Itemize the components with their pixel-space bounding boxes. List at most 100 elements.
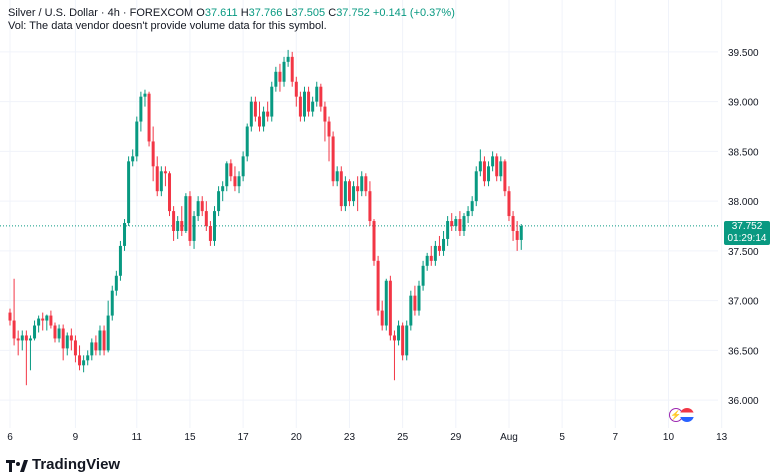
candle: [339, 166, 343, 212]
price-axis[interactable]: 39.500 39.000 38.500 38.000 37.500 37.000 36.5…: [728, 48, 759, 407]
candle: [384, 278, 388, 331]
candle: [86, 350, 90, 366]
candle-body: [249, 101, 253, 127]
candle: [45, 314, 49, 331]
open-value: 37.611: [204, 7, 238, 19]
candle: [466, 206, 470, 224]
low-label: L: [285, 7, 292, 19]
candle: [347, 179, 351, 207]
candle: [286, 49, 290, 67]
candle-body: [384, 280, 388, 326]
candle-body: [257, 116, 261, 127]
candle-body: [503, 161, 507, 192]
candle: [360, 171, 364, 197]
candle-body: [188, 196, 192, 241]
candle-body: [437, 245, 441, 251]
candle: [380, 300, 384, 331]
candle-body: [147, 93, 151, 142]
candle: [458, 211, 462, 236]
low-value: 37.505: [291, 7, 326, 19]
lightning-icon[interactable]: ⚡: [669, 408, 683, 422]
candle-body: [253, 101, 257, 117]
candle: [102, 325, 106, 356]
candle-body: [286, 56, 290, 62]
candle-body: [487, 166, 491, 182]
candle-body: [298, 96, 302, 117]
candle: [253, 96, 257, 122]
candle-body: [458, 219, 462, 231]
candle: [127, 156, 131, 227]
candle-body: [114, 275, 118, 291]
candle-body: [294, 81, 298, 97]
candle: [262, 106, 266, 132]
high-label: H: [240, 7, 249, 19]
candle: [8, 308, 12, 326]
candle: [233, 166, 237, 192]
candle-body: [33, 325, 37, 339]
candle-body: [213, 211, 216, 241]
brand-name: TradingView: [32, 456, 121, 473]
candle-body: [278, 71, 282, 82]
candle-body: [221, 186, 225, 192]
candle: [319, 83, 323, 112]
candle: [298, 91, 302, 122]
candle: [229, 159, 233, 182]
candle-body: [360, 176, 364, 192]
candle: [155, 156, 159, 197]
candle-body: [470, 201, 474, 212]
candle: [180, 206, 184, 236]
us-flag-icon[interactable]: [680, 408, 694, 422]
candle-body: [69, 335, 73, 341]
candle: [196, 196, 200, 222]
candle-body: [307, 91, 311, 112]
candle-body: [168, 173, 172, 212]
candle: [147, 91, 151, 147]
candle: [57, 324, 61, 343]
candle-body: [155, 166, 159, 192]
candle: [405, 320, 409, 361]
candle: [188, 191, 192, 246]
candle-body: [405, 325, 409, 356]
symbol-title[interactable]: Silver / U.S. Dollar · 4h · FOREXCOM: [8, 7, 194, 19]
candle: [388, 275, 392, 341]
candle: [433, 240, 437, 266]
candle: [368, 181, 372, 227]
candle: [270, 81, 274, 122]
candle-body: [78, 355, 82, 366]
candle-body: [192, 216, 196, 241]
high-value: 37.766: [248, 7, 283, 19]
candle: [37, 315, 41, 333]
candle-body: [176, 221, 180, 231]
candle-body: [270, 86, 274, 117]
candle-body: [65, 335, 69, 349]
candle-body: [282, 61, 286, 82]
candle-body: [8, 312, 12, 321]
brand-logo[interactable]: TradingView: [6, 456, 120, 473]
candle-body: [511, 216, 515, 231]
candle: [421, 260, 425, 291]
y-tick-label: 36.500: [728, 346, 759, 357]
candle: [397, 320, 401, 346]
close-value: 37.752: [336, 7, 370, 19]
event-badges[interactable]: ⚡: [669, 408, 694, 422]
candle-body: [262, 111, 266, 127]
candle-body: [49, 315, 53, 326]
candle: [184, 193, 188, 233]
volume-note: Vol: The data vendor doesn't provide vol…: [8, 20, 327, 32]
candle-body: [413, 295, 417, 311]
time-axis[interactable]: 6 9 11 15 17 20 23 25 29 Aug 5 7 10 13: [7, 432, 727, 443]
candle-body: [127, 161, 131, 224]
candle-body: [45, 315, 49, 321]
candle-body: [131, 156, 135, 162]
candle: [503, 159, 507, 197]
candle-body: [237, 176, 241, 187]
candle: [425, 252, 429, 271]
candle-body: [266, 111, 270, 117]
candle-body: [433, 245, 437, 261]
x-tick-label: 23: [344, 432, 356, 443]
candle: [78, 345, 82, 371]
x-tick-label: 9: [73, 432, 79, 443]
candle: [217, 186, 221, 217]
candle-body: [229, 163, 233, 177]
